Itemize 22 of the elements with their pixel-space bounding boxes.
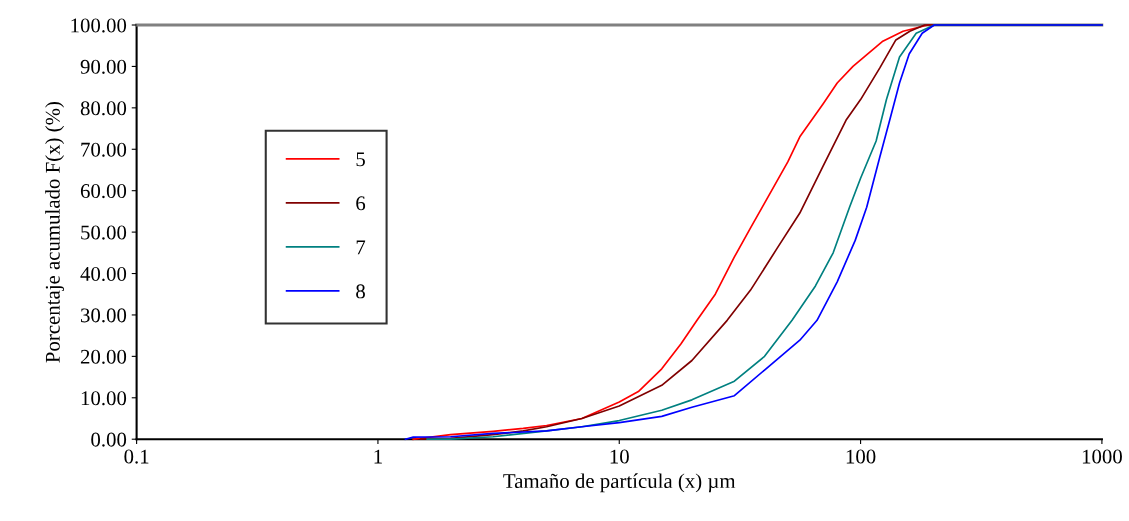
x-tick-label: 10 — [610, 449, 629, 464]
y-tick-label: 60.00 — [80, 184, 127, 199]
y-tick-label: 80.00 — [80, 101, 127, 116]
y-tick-label: 20.00 — [80, 349, 127, 364]
y-tick-label: 40.00 — [80, 266, 127, 282]
x-tick-label: 1000 — [1082, 449, 1122, 464]
x-axis-title: Tamaño de partícula (x) µm — [503, 473, 736, 493]
y-tick-label: 10.00 — [81, 391, 127, 406]
y-tick-label: 50.00 — [81, 225, 127, 240]
legend-label: 5 — [356, 152, 365, 167]
x-tick-label: 100 — [846, 449, 876, 464]
y-tick-label: 70.00 — [81, 142, 127, 157]
x-tick-label: 0.1 — [124, 449, 149, 464]
legend-label: 8 — [356, 284, 365, 299]
y-tick-label: 100.00 — [71, 18, 127, 33]
y-axis-title: Porcentaje acumulado F(x) (%) — [45, 101, 65, 363]
legend-label: 7 — [356, 240, 366, 255]
y-tick-label: 30.00 — [81, 308, 127, 323]
y-tick-label: 90.00 — [80, 59, 127, 74]
legend-label: 6 — [356, 196, 366, 211]
y-tick-label: 0.00 — [91, 432, 127, 447]
x-tick-label: 1 — [374, 449, 382, 464]
